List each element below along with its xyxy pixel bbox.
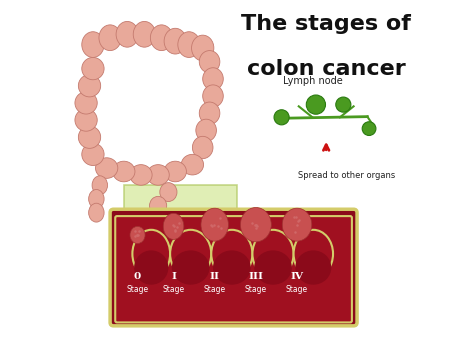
Ellipse shape — [203, 85, 223, 107]
Ellipse shape — [78, 75, 100, 97]
Text: colon cancer: colon cancer — [247, 59, 406, 79]
Ellipse shape — [191, 35, 214, 61]
Text: I: I — [171, 272, 176, 281]
Ellipse shape — [89, 189, 104, 209]
Ellipse shape — [99, 25, 121, 51]
Text: Stage: Stage — [245, 285, 267, 294]
Ellipse shape — [240, 208, 271, 242]
Ellipse shape — [253, 230, 293, 278]
Text: IV: IV — [291, 272, 303, 281]
Ellipse shape — [92, 176, 108, 195]
Ellipse shape — [160, 182, 177, 202]
Ellipse shape — [150, 25, 173, 51]
Ellipse shape — [196, 119, 217, 142]
Circle shape — [306, 95, 326, 114]
Text: Lymph node: Lymph node — [283, 76, 342, 86]
Text: Spread to other organs: Spread to other organs — [298, 172, 395, 180]
Text: Stage: Stage — [127, 285, 148, 294]
Ellipse shape — [199, 51, 220, 73]
Ellipse shape — [172, 250, 210, 285]
Ellipse shape — [134, 250, 168, 285]
Ellipse shape — [89, 203, 104, 222]
Ellipse shape — [164, 161, 186, 182]
Ellipse shape — [164, 28, 186, 54]
Polygon shape — [124, 185, 237, 278]
Ellipse shape — [116, 21, 138, 47]
Ellipse shape — [82, 32, 104, 57]
Ellipse shape — [199, 102, 220, 125]
Text: The stages of: The stages of — [241, 14, 411, 34]
Ellipse shape — [147, 165, 169, 185]
Ellipse shape — [254, 250, 292, 285]
Circle shape — [336, 97, 351, 112]
Text: II: II — [210, 272, 220, 281]
Ellipse shape — [75, 109, 97, 131]
Ellipse shape — [78, 126, 100, 149]
Ellipse shape — [113, 161, 135, 182]
Text: III: III — [248, 272, 264, 281]
Ellipse shape — [213, 250, 251, 285]
Ellipse shape — [82, 143, 104, 166]
Ellipse shape — [178, 32, 200, 57]
Ellipse shape — [96, 158, 118, 178]
Ellipse shape — [133, 21, 155, 47]
Ellipse shape — [201, 208, 228, 241]
Ellipse shape — [75, 92, 97, 114]
Ellipse shape — [181, 154, 203, 175]
Text: 0: 0 — [134, 272, 141, 281]
Ellipse shape — [163, 213, 184, 239]
Ellipse shape — [192, 136, 213, 158]
Ellipse shape — [130, 165, 152, 185]
FancyBboxPatch shape — [115, 216, 352, 322]
FancyBboxPatch shape — [110, 209, 357, 326]
Ellipse shape — [82, 57, 104, 80]
Ellipse shape — [211, 230, 253, 278]
Text: Stage: Stage — [204, 285, 226, 294]
Ellipse shape — [293, 230, 333, 278]
Ellipse shape — [283, 208, 312, 241]
Text: Stage: Stage — [286, 285, 308, 294]
Text: Stage: Stage — [163, 285, 184, 294]
Ellipse shape — [143, 210, 160, 229]
Ellipse shape — [149, 196, 167, 215]
Ellipse shape — [132, 230, 170, 278]
Circle shape — [362, 122, 376, 135]
Ellipse shape — [203, 68, 223, 90]
Ellipse shape — [130, 226, 145, 244]
Ellipse shape — [295, 250, 331, 285]
Circle shape — [274, 110, 289, 125]
Ellipse shape — [170, 230, 211, 278]
